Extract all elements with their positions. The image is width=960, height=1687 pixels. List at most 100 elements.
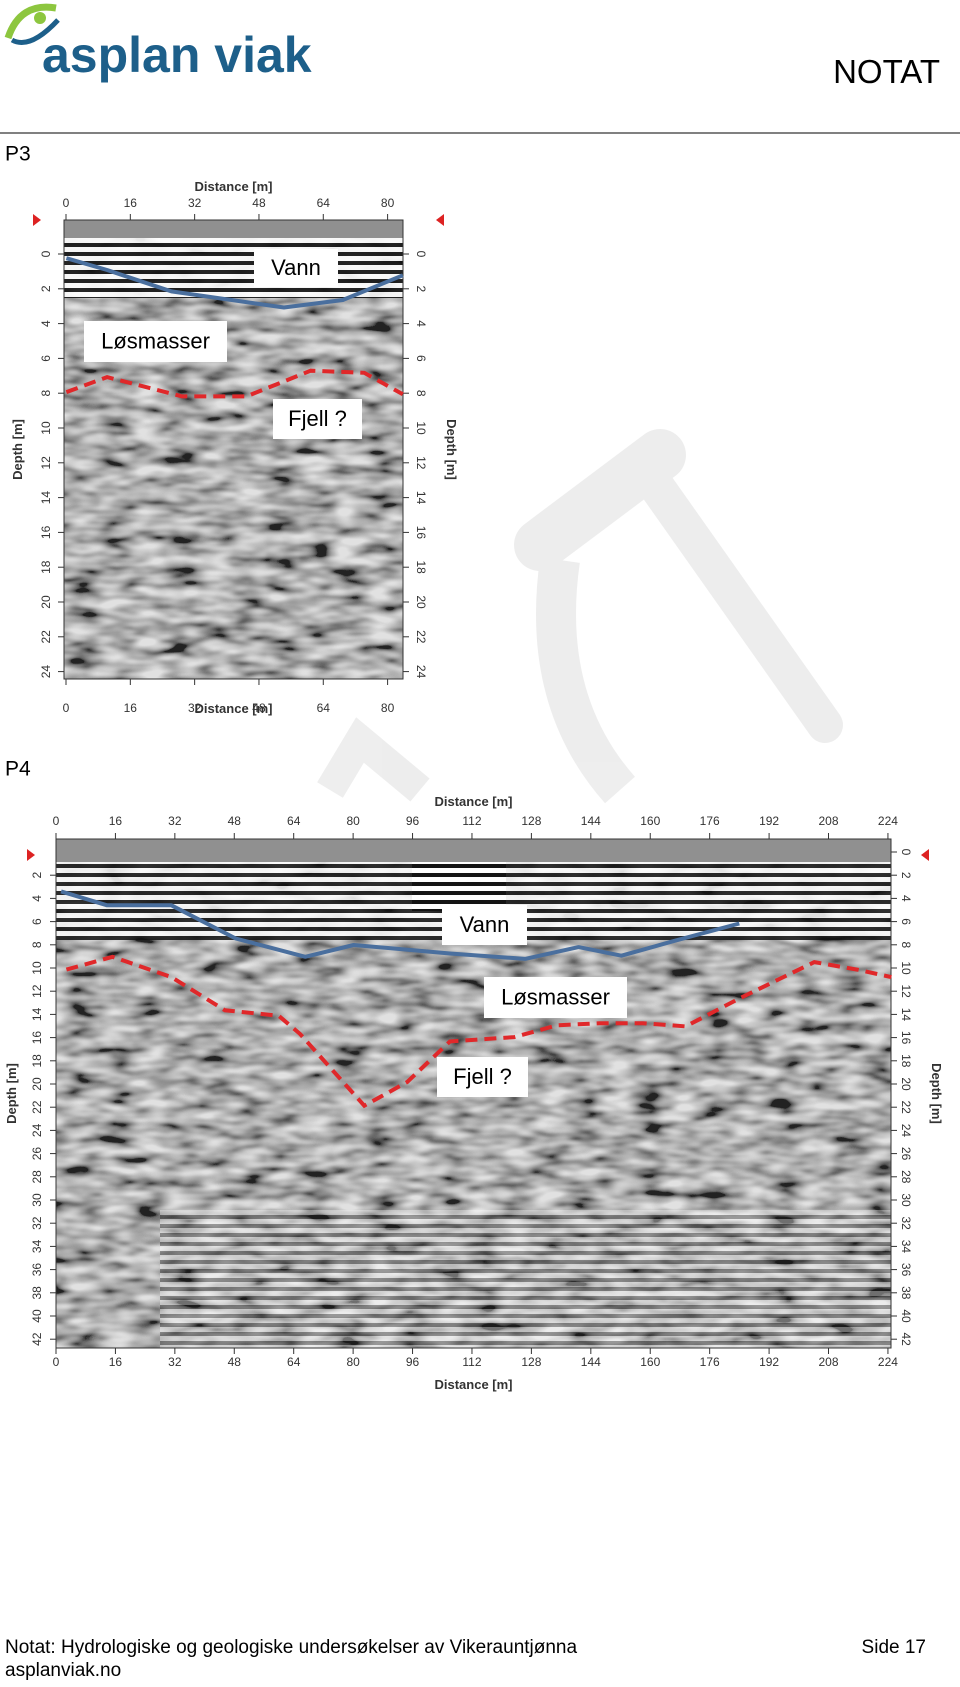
x-tick-label: 32: [168, 1355, 182, 1369]
x-tick-label: 80: [381, 196, 395, 210]
x-tick-label: 64: [287, 1355, 301, 1369]
footer-site: asplanviak.no: [5, 1660, 121, 1681]
x-tick-label: 112: [462, 814, 481, 828]
x-tick-label: 176: [700, 814, 720, 828]
x-tick-label: 48: [228, 1355, 242, 1369]
depth-tick-label: 6: [30, 918, 44, 925]
depth-tick-label: 16: [39, 525, 53, 539]
x-tick-label: 208: [818, 814, 838, 828]
marker: [436, 214, 444, 226]
annotation: Fjell ?: [453, 1064, 512, 1089]
depth-tick-label: 4: [39, 320, 53, 327]
axis-title: Depth [m]: [10, 419, 25, 480]
depth-tick-label: 12: [899, 985, 913, 999]
depth-tick-label: 22: [414, 630, 428, 644]
depth-tick-label: 34: [899, 1240, 913, 1254]
annotation-box: [437, 1057, 528, 1097]
x-tick-label: 144: [581, 1355, 601, 1369]
depth-tick-label: 36: [899, 1263, 913, 1277]
depth-tick-label: 18: [39, 560, 53, 574]
depth-tick-label: 4: [414, 320, 428, 327]
annotation: Løsmasser: [501, 984, 610, 1009]
depth-tick-label: 14: [30, 1007, 44, 1021]
footer-text: Notat: Hydrologiske og geologiske unders…: [5, 1637, 578, 1658]
depth-tick-label: 34: [30, 1239, 44, 1253]
water-line: [65, 256, 404, 310]
axis-title: Depth [m]: [929, 1063, 944, 1124]
x-tick-label: 16: [109, 1355, 123, 1369]
depth-tick-label: 22: [899, 1101, 913, 1115]
plot-frame: [63, 219, 404, 680]
depth-tick-label: 12: [414, 456, 428, 470]
depth-tick-label: 2: [414, 285, 428, 292]
depth-tick-label: 20: [30, 1077, 44, 1091]
depth-tick-label: 36: [30, 1263, 44, 1277]
depth-tick-label: 8: [39, 390, 53, 397]
x-tick-label: 0: [63, 196, 70, 210]
depth-tick-label: 32: [899, 1217, 913, 1231]
depth-tick-label: 0: [899, 849, 913, 856]
air-band: [412, 839, 506, 851]
depth-tick-label: 12: [39, 456, 53, 470]
watermark: [317, 429, 843, 804]
bedrock-line: [65, 368, 404, 399]
depth-tick-label: 6: [39, 355, 53, 362]
marker: [921, 849, 929, 861]
annotation: Løsmasser: [101, 328, 210, 353]
depth-tick-label: 10: [899, 961, 913, 975]
depth-tick-label: 18: [414, 561, 428, 575]
figure: P4 Distance [m] Distance [m] Depth [m] Depth…: [4, 758, 944, 1392]
axis-title: Depth [m]: [4, 1063, 19, 1124]
depth-tick-label: 8: [414, 390, 428, 397]
x-tick-label: 32: [168, 814, 182, 828]
depth-tick-label: 14: [899, 1008, 913, 1022]
depth-tick-label: 20: [899, 1077, 913, 1091]
annotation-box: [273, 399, 362, 439]
depth-tick-label: 30: [30, 1193, 44, 1207]
x-tick-label: 112: [462, 1355, 481, 1369]
figures: P3 Distance [m] Distance [m] Depth [m] Depth…: [4, 143, 944, 1392]
reflector-stripes: [64, 238, 403, 298]
x-tick-label: 144: [581, 814, 601, 828]
depth-tick-label: 24: [414, 665, 428, 679]
depth-tick-label: 20: [414, 595, 428, 609]
depth-tick-label: 6: [414, 355, 428, 362]
depth-tick-label: 20: [39, 595, 53, 609]
x-tick-label: 64: [317, 196, 331, 210]
depth-tick-label: 16: [899, 1031, 913, 1045]
depth-tick-label: 26: [30, 1147, 44, 1161]
depth-tick-label: 38: [30, 1286, 44, 1300]
x-tick-label: 64: [317, 701, 331, 715]
marker: [27, 849, 35, 861]
air-band: [64, 220, 403, 238]
x-tick-label: 32: [188, 196, 202, 210]
depth-tick-label: 26: [899, 1147, 913, 1161]
depth-tick-label: 22: [30, 1100, 44, 1114]
depth-tick-label: 14: [39, 491, 53, 505]
reflector-stripes: [160, 1210, 891, 1348]
x-tick-label: 128: [521, 1355, 541, 1369]
depth-tick-label: 4: [30, 895, 44, 902]
figure-label: P4: [5, 758, 31, 781]
x-tick-label: 48: [228, 814, 242, 828]
depth-tick-label: 24: [30, 1123, 44, 1137]
depth-tick-label: 2: [39, 285, 53, 292]
depth-tick-label: 40: [899, 1309, 913, 1323]
x-tick-label: 16: [124, 196, 138, 210]
annotation: Vann: [460, 912, 510, 937]
logo-text: asplan viak: [42, 27, 312, 83]
depth-tick-label: 10: [30, 961, 44, 975]
depth-tick-label: 42: [899, 1333, 913, 1347]
axis-title: Distance [m]: [434, 794, 512, 809]
page-number: Side 17: [862, 1637, 926, 1658]
depth-tick-label: 42: [30, 1332, 44, 1346]
depth-tick-label: 24: [899, 1124, 913, 1138]
x-tick-label: 208: [818, 1355, 838, 1369]
x-tick-label: 160: [640, 814, 660, 828]
x-tick-label: 0: [53, 1355, 60, 1369]
axis-title: Distance [m]: [434, 1377, 512, 1392]
depth-tick-label: 16: [30, 1031, 44, 1045]
depth-tick-label: 40: [30, 1309, 44, 1323]
x-tick-label: 64: [287, 814, 301, 828]
